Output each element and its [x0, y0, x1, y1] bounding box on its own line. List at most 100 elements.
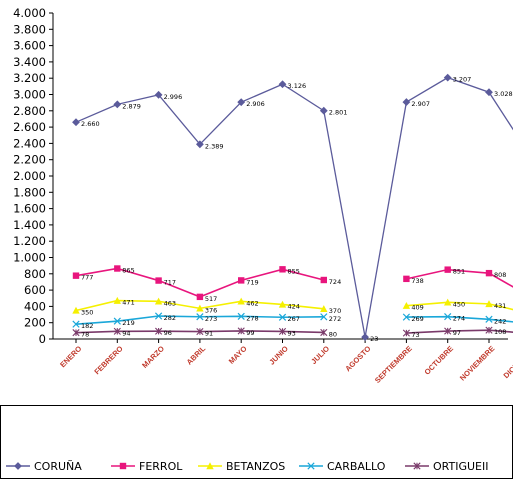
data-point: [403, 275, 410, 283]
data-label: 2.660: [81, 120, 100, 128]
data-point: [444, 313, 452, 321]
y-tick-label: 200: [24, 316, 46, 330]
x-tick-label: DICIEMBRE: [502, 344, 513, 380]
data-point: [320, 328, 328, 337]
data-point: [154, 297, 163, 305]
x-tick-label: MARZO: [140, 344, 166, 370]
data-point: [206, 462, 214, 470]
data-point: [361, 333, 370, 342]
data-point: [196, 313, 204, 321]
data-label: 724: [329, 278, 341, 286]
series-line: [406, 301, 513, 311]
legend-label: CARBALLO: [327, 460, 386, 473]
y-tick-label: 600: [24, 283, 46, 297]
data-point: [485, 300, 493, 308]
data-point: [154, 90, 163, 99]
data-point: [444, 327, 452, 335]
data-label: 463: [164, 299, 176, 307]
x-tick-label: JUNIO: [267, 344, 290, 367]
y-tick-label: 1.800: [13, 185, 46, 199]
data-point: [444, 266, 451, 273]
data-label: 450: [453, 300, 465, 308]
data-label: 78: [81, 331, 89, 339]
data-label: 94: [122, 329, 130, 337]
chart-series: [72, 73, 513, 342]
data-point: [72, 272, 80, 279]
data-label: 851: [453, 268, 465, 276]
data-point: [402, 313, 411, 321]
data-point: [196, 327, 204, 336]
y-tick-label: 1.200: [13, 234, 46, 248]
data-label: 272: [329, 315, 341, 323]
data-label: 96: [164, 329, 172, 337]
data-point: [307, 462, 315, 470]
data-point: [320, 305, 328, 313]
series-line: [406, 268, 513, 288]
y-tick-label: 1.000: [13, 251, 46, 265]
data-label: 376: [205, 306, 217, 314]
data-point: [119, 462, 127, 470]
data-label: 808: [494, 271, 506, 279]
y-tick-label: 4.000: [13, 6, 46, 20]
data-label: 717: [164, 279, 176, 287]
series-ortigueira: [72, 326, 513, 337]
data-label: 269: [411, 315, 423, 323]
data-label: 370: [329, 307, 341, 315]
chart-data-labels: 2.660 2.879 2.996 2.389 2.906 3.126 2.801 23 2.9…: [81, 76, 513, 343]
y-tick-label: 2.000: [13, 169, 46, 183]
data-point: [485, 88, 493, 97]
legend-items: CORUÑA FERROL BETANZOS CARBALLO ORTIGUEII: [6, 460, 488, 473]
data-label: 182: [81, 322, 93, 330]
data-point: [196, 304, 204, 312]
data-point: [72, 118, 80, 127]
x-tick-label: SEPTIEMBRE: [373, 344, 414, 385]
line-chart: 0 200 400 600 800 1.000 1.200 1.400 1.600 1.800 2.…: [13, 6, 513, 385]
legend-label: FERROL: [139, 460, 183, 473]
series-carballo: [72, 312, 513, 328]
y-tick-label: 400: [24, 299, 46, 313]
data-point: [320, 276, 327, 284]
data-point: [238, 277, 245, 284]
data-label: 2.996: [164, 93, 183, 101]
data-label: 242: [494, 317, 506, 325]
x-tick-label: MAYO: [227, 344, 249, 366]
x-tick-label: JULIO: [309, 344, 331, 366]
y-tick-label: 1.400: [13, 218, 46, 232]
data-label: 855: [288, 267, 300, 275]
y-tick-label: 3.800: [13, 22, 46, 36]
data-label: 431: [494, 302, 506, 310]
data-point: [237, 98, 246, 107]
legend-label: CORUÑA: [34, 460, 82, 473]
data-point: [113, 317, 121, 325]
data-point: [278, 313, 287, 321]
data-label: 282: [164, 314, 176, 322]
data-label: 350: [81, 308, 93, 316]
data-label: 99: [246, 329, 254, 337]
data-point: [443, 73, 452, 82]
series-line: [406, 315, 513, 323]
data-label: 517: [205, 295, 217, 303]
y-tick-label: 3.000: [13, 88, 46, 102]
data-point: [319, 106, 328, 115]
data-point: [402, 98, 411, 106]
data-point: [278, 300, 287, 308]
legend-label: BETANZOS: [226, 460, 285, 473]
data-point: [237, 297, 245, 305]
data-label: 80: [329, 330, 337, 338]
series-ferrol: [72, 265, 513, 301]
x-tick-label: ENERO: [58, 344, 83, 369]
data-label: 2.801: [329, 109, 348, 117]
data-point: [485, 315, 493, 323]
y-tick-label: 2.200: [13, 153, 46, 167]
data-point: [195, 140, 204, 149]
data-label: 219: [122, 319, 134, 327]
data-label: 3.126: [288, 82, 307, 90]
data-label: 274: [453, 315, 465, 323]
data-point: [154, 312, 163, 320]
data-label: 93: [288, 329, 296, 337]
legend-label: ORTIGUEII: [433, 460, 488, 473]
data-label: 3.207: [453, 76, 472, 84]
data-label: 278: [246, 314, 258, 322]
x-tick-label: FEBRERO: [92, 344, 124, 376]
y-tick-label: 2.800: [13, 104, 46, 118]
